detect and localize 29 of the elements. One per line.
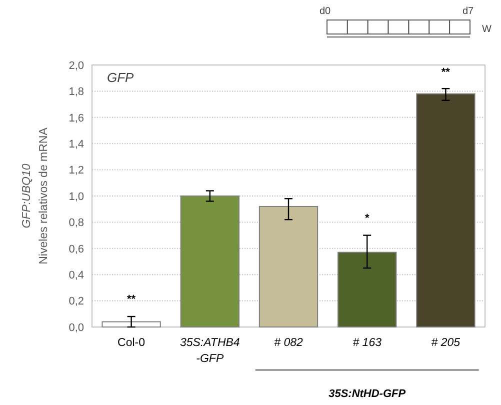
text: 35S:NtHD-GFP xyxy=(328,388,406,400)
text: d7 xyxy=(462,6,474,17)
y-tick-label: 0,8 xyxy=(68,217,84,230)
x-tick-label: # 205 xyxy=(431,337,461,349)
bar xyxy=(180,196,240,328)
x-tick-label: # 082 xyxy=(274,337,304,349)
x-tick-label: Col-0 xyxy=(118,337,146,349)
annotation: * xyxy=(364,212,370,224)
y-tick-label: 1,2 xyxy=(68,164,84,177)
text: d0 xyxy=(319,6,331,17)
bar xyxy=(416,93,476,328)
bar xyxy=(258,206,318,328)
y-tick-label: 2,0 xyxy=(68,60,84,72)
annotation: ** xyxy=(441,66,451,79)
y-tick-label: 0,2 xyxy=(68,296,84,308)
x-tick-label: 35S:ATHB4-GFP xyxy=(180,337,240,365)
y-tick-label: 1,8 xyxy=(68,86,84,98)
y-tick-label: 0,0 xyxy=(68,322,84,334)
y-tick-label: 1,0 xyxy=(68,190,84,203)
bar xyxy=(338,252,397,328)
y-axis-title: GFP:UBQ10 Niveles relativos de mRNA xyxy=(21,127,50,264)
text: W xyxy=(482,24,492,35)
annotation: ** xyxy=(127,294,136,306)
y-tick-label: 1,4 xyxy=(68,138,84,150)
y-tick-label: 0,4 xyxy=(68,269,84,282)
y-tick-label: 1,6 xyxy=(68,112,84,124)
annotation: GFP xyxy=(107,70,134,85)
x-tick-label: # 163 xyxy=(352,337,382,349)
y-tick-label: 0,6 xyxy=(68,243,84,256)
